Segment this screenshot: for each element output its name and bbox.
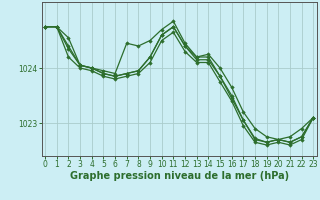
X-axis label: Graphe pression niveau de la mer (hPa): Graphe pression niveau de la mer (hPa) — [70, 171, 289, 181]
